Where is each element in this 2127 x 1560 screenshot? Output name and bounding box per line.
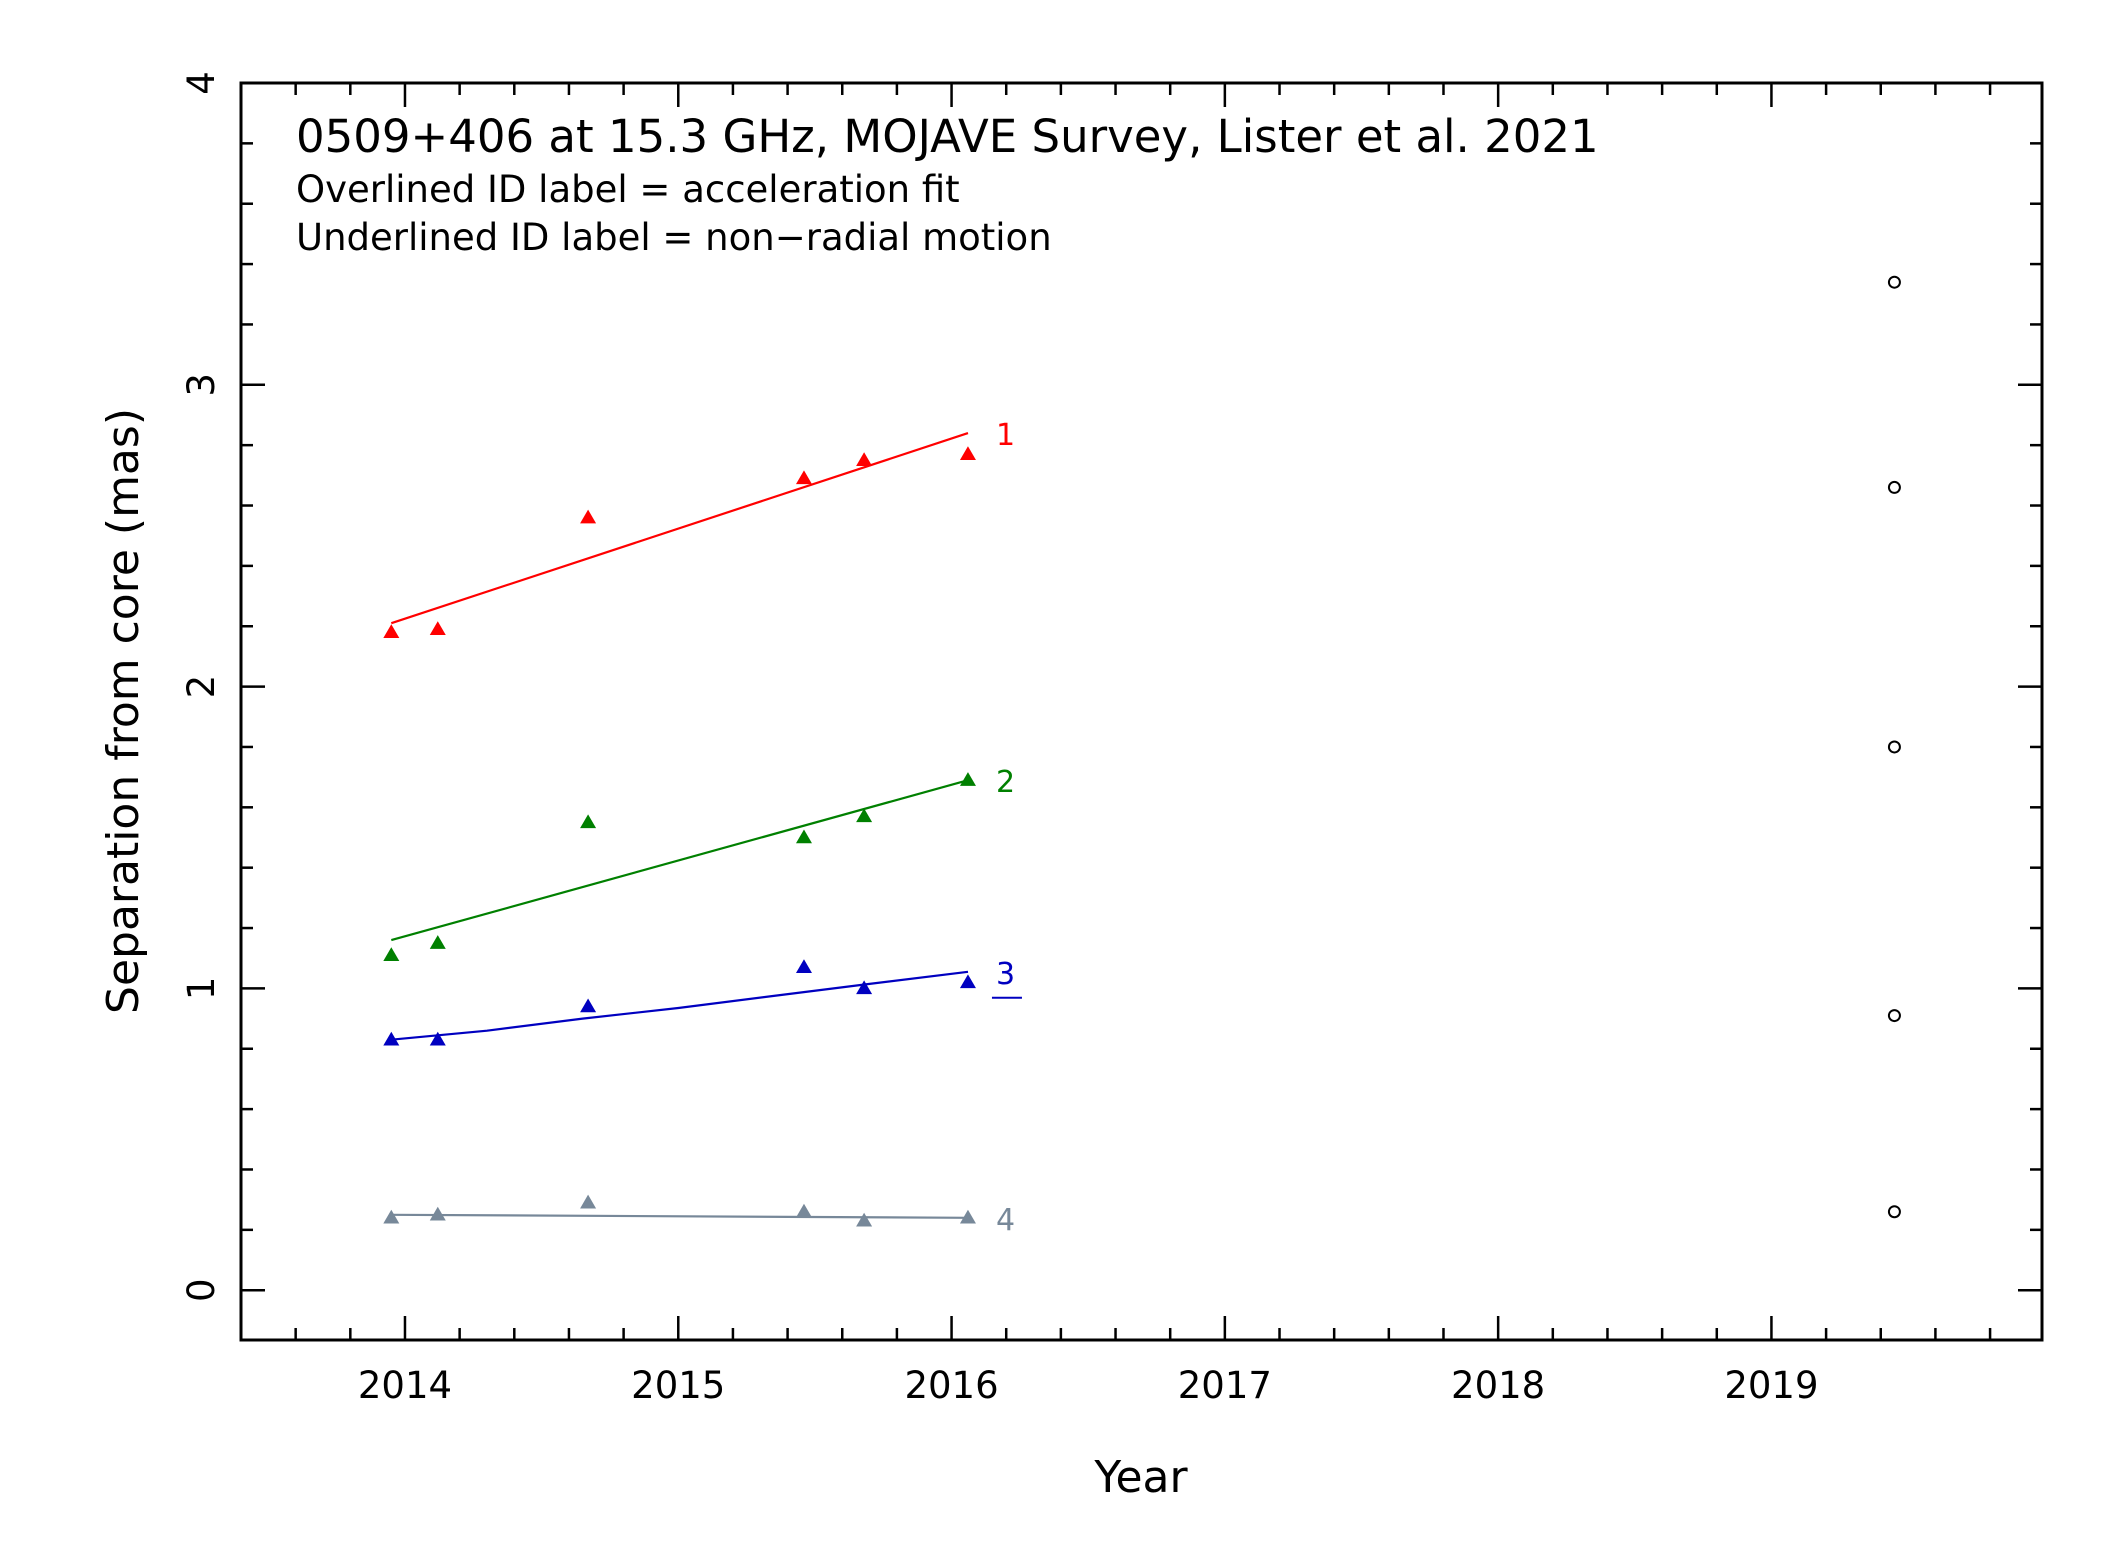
y-tick-label: 2 [180, 675, 223, 699]
data-point [795, 1203, 812, 1218]
series-id-label: 1 [996, 418, 1015, 453]
data-point [383, 947, 400, 961]
note-underlined: Underlined ID label = non−radial motion [296, 216, 1052, 259]
data-point [383, 624, 400, 639]
x-tick-label: 2016 [904, 1364, 998, 1407]
data-point [580, 814, 597, 829]
fit-line-1 [390, 432, 969, 625]
data-point [795, 829, 812, 844]
data-point [856, 980, 873, 995]
data-point [795, 470, 812, 485]
x-tick-label: 2017 [1178, 1364, 1272, 1407]
data-point [856, 452, 873, 467]
data-point [580, 509, 597, 524]
data-point [1887, 480, 1901, 494]
data-point [1887, 1205, 1901, 1219]
y-tick-label: 4 [180, 71, 223, 95]
data-point [429, 1206, 446, 1221]
fit-line-4 [391, 1213, 969, 1219]
data-point [429, 935, 446, 949]
data-point [429, 1031, 446, 1046]
y-tick-label: 0 [180, 1278, 223, 1302]
data-point [959, 1209, 976, 1224]
x-tick-label: 2014 [358, 1364, 452, 1407]
data-point [580, 998, 597, 1013]
data-point [1887, 275, 1901, 289]
y-tick-label: 1 [180, 977, 223, 1001]
series-id-label: 2 [996, 765, 1015, 800]
data-point [383, 1031, 400, 1046]
data-point [795, 959, 812, 974]
data-point [856, 1212, 873, 1227]
data-point [429, 621, 446, 636]
data-point [1887, 1009, 1901, 1023]
chart-title: 0509+406 at 15.3 GHz, MOJAVE Survey, Lis… [296, 110, 1599, 163]
fit-line-2 [391, 779, 969, 942]
y-tick-label: 3 [180, 373, 223, 397]
x-tick-label: 2015 [631, 1364, 725, 1407]
plot-frame [239, 81, 2044, 1342]
fit-line-3 [391, 970, 969, 1041]
data-point [580, 1194, 597, 1209]
series-id-label: 3 [996, 957, 1015, 992]
x-tick-label: 2019 [1724, 1364, 1818, 1407]
x-tick-label: 2018 [1451, 1364, 1545, 1407]
data-point [959, 446, 976, 460]
data-point [856, 808, 873, 823]
data-point [959, 772, 976, 786]
ticks: 2014 2015 2016 2017 2018 2019 0 1 2 3 4 [180, 71, 2042, 1407]
data-point [959, 974, 976, 989]
y-axis-label: Separation from core (mas) [98, 408, 149, 1014]
note-overlined: Overlined ID label = acceleration fit [296, 168, 960, 211]
series-id-label: 4 [996, 1203, 1015, 1238]
data-point [383, 1209, 400, 1224]
data-marks: 1 2 3 4 [383, 275, 1901, 1238]
data-point [1887, 740, 1901, 754]
x-axis-label: Year [1093, 1452, 1188, 1503]
